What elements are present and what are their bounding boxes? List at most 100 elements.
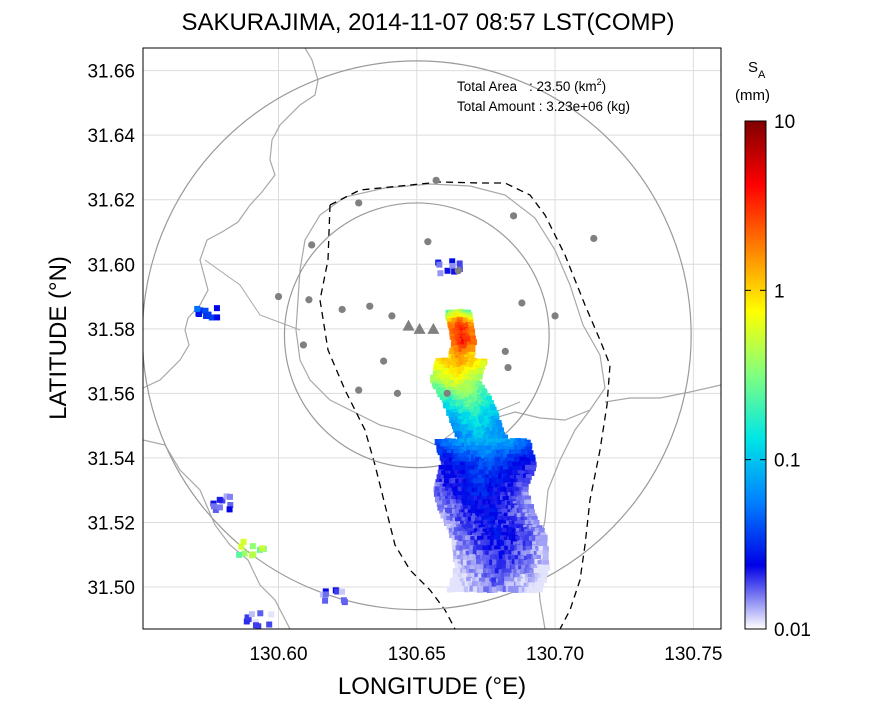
ash-cell [458, 348, 465, 355]
ash-cell [527, 531, 534, 538]
ash-cell [455, 478, 462, 485]
coastline [143, 48, 319, 389]
ash-cell [493, 539, 500, 546]
ash-cell [440, 512, 447, 519]
ash-cell [462, 332, 469, 339]
ash-cell [518, 559, 525, 566]
ash-cell [527, 558, 534, 565]
ash-cell [537, 560, 544, 567]
ash-cell [459, 360, 466, 367]
station-dot [393, 389, 402, 397]
ash-cell [525, 446, 532, 453]
ash-cell [470, 539, 477, 546]
ash-cell [533, 554, 540, 561]
ash-cell [482, 445, 489, 452]
ash-cell [523, 516, 530, 523]
ash-cell [471, 366, 478, 373]
ash-cell [456, 503, 463, 510]
ash-cell [544, 564, 551, 571]
ash-cell [470, 370, 477, 377]
ash-cell [485, 427, 492, 434]
ash-cell [468, 524, 475, 531]
ash-cell [483, 486, 490, 493]
ash-cell [456, 513, 463, 520]
ash-cell [458, 408, 465, 415]
ash-cell [507, 578, 514, 585]
ash-cell [477, 415, 484, 422]
ash-cell [468, 550, 475, 557]
ash-cell [523, 461, 530, 468]
ash-cell [519, 523, 526, 530]
ash-cell [516, 491, 523, 498]
ash-cell [499, 540, 506, 547]
ash-cell [529, 457, 536, 464]
ash-cell [485, 577, 492, 584]
ash-cell [467, 572, 474, 579]
ash-cell [452, 531, 459, 538]
ash-cell [482, 420, 489, 427]
ash-cell [499, 555, 506, 562]
ash-cell [451, 495, 458, 502]
station-dot [432, 176, 440, 184]
ash-cell [508, 528, 515, 535]
ash-cell [538, 527, 545, 534]
ash-cell [436, 373, 443, 380]
ash-cell [488, 565, 495, 572]
ash-cell [515, 564, 522, 571]
ash-cell [476, 389, 483, 396]
ash-cell [450, 470, 457, 477]
ash-cell [444, 371, 451, 378]
ash-cell [469, 565, 476, 572]
ash-cell [508, 535, 515, 542]
ash-cell [480, 360, 487, 367]
ash-cell [477, 437, 484, 444]
ash-cell [448, 488, 455, 495]
ash-cell [454, 517, 461, 524]
ash-cell [500, 572, 507, 579]
ash-cell [517, 479, 524, 486]
ash-cell [458, 491, 465, 498]
ash-cell [472, 577, 479, 584]
ash-cell [525, 564, 532, 571]
ash-cell [520, 438, 527, 445]
ash-cell [497, 515, 504, 522]
ash-cell [474, 516, 481, 523]
x-tick-label: 130.60 [249, 644, 307, 665]
ash-cell [486, 423, 493, 430]
ash-cell [493, 416, 500, 423]
ash-cell [542, 550, 549, 557]
ash-cell [484, 415, 491, 422]
ash-cell [540, 573, 547, 580]
ash-cell [477, 474, 484, 481]
ash-cell [469, 438, 476, 445]
ash-cell [452, 453, 459, 460]
ash-cell [468, 483, 475, 490]
ash-cell [491, 449, 498, 456]
ash-cell [449, 483, 456, 490]
ash-cell [466, 560, 473, 567]
ash-cell [478, 469, 485, 476]
ash-cell [503, 474, 510, 481]
ash-cell [446, 445, 453, 452]
ash-cell [472, 545, 479, 552]
ash-cell [481, 478, 488, 485]
ash-cell [436, 474, 443, 481]
ash-cell [467, 454, 474, 461]
ash-cell [514, 449, 521, 456]
ash-cell [463, 555, 470, 562]
ash-cell [433, 490, 440, 497]
ash-cell [463, 393, 470, 400]
ash-cell [453, 426, 460, 433]
ash-cell [532, 545, 539, 552]
ash-cell [522, 491, 529, 498]
ash-cell [510, 503, 517, 510]
ash-cell [464, 523, 471, 530]
ash-cell [210, 503, 217, 510]
ash-cell [491, 577, 498, 584]
ash-cell [483, 586, 490, 593]
ash-cell [459, 344, 466, 351]
ash-cell [338, 588, 345, 595]
ash-cell [530, 563, 537, 570]
ash-cell [531, 534, 538, 541]
ash-cell [497, 466, 504, 473]
